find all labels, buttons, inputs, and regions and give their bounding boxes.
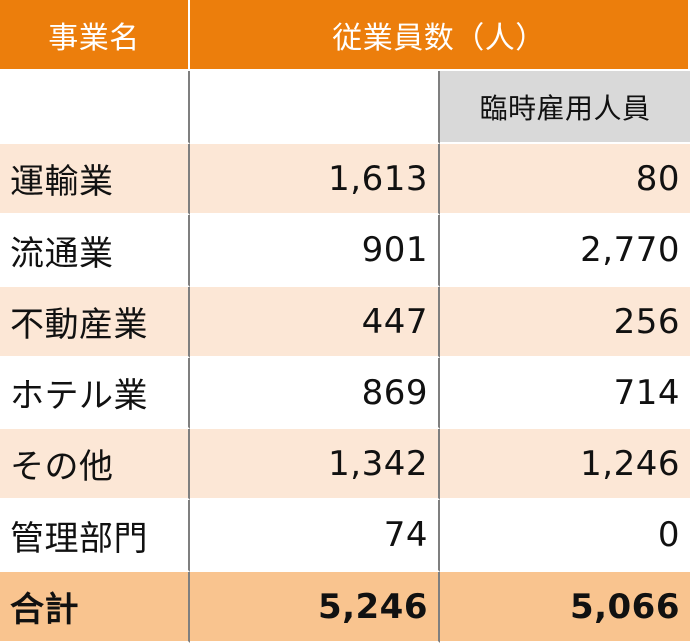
row-name: 管理部門 bbox=[0, 500, 190, 572]
total-employees: 5,246 bbox=[190, 572, 440, 643]
row-name: 流通業 bbox=[0, 215, 190, 287]
row-employees: 901 bbox=[190, 215, 440, 287]
row-employees: 74 bbox=[190, 500, 440, 572]
row-temp: 714 bbox=[440, 358, 690, 429]
row-employees: 1,342 bbox=[190, 429, 440, 500]
subheader-temp-staff: 臨時雇用人員 bbox=[440, 71, 690, 144]
row-name: ホテル業 bbox=[0, 358, 190, 429]
row-employees: 447 bbox=[190, 287, 440, 358]
row-temp: 2,770 bbox=[440, 215, 690, 287]
row-employees: 869 bbox=[190, 358, 440, 429]
subheader-blank-employees bbox=[190, 71, 440, 144]
row-employees: 1,613 bbox=[190, 144, 440, 215]
row-temp: 256 bbox=[440, 287, 690, 358]
total-label: 合計 bbox=[0, 572, 190, 643]
row-temp: 0 bbox=[440, 500, 690, 572]
total-temp: 5,066 bbox=[440, 572, 690, 643]
row-name: 運輸業 bbox=[0, 144, 190, 215]
subheader-blank-name bbox=[0, 71, 190, 144]
row-name: 不動産業 bbox=[0, 287, 190, 358]
row-temp: 1,246 bbox=[440, 429, 690, 500]
header-business-name: 事業名 bbox=[0, 0, 190, 71]
row-temp: 80 bbox=[440, 144, 690, 215]
row-name: その他 bbox=[0, 429, 190, 500]
header-employee-count: 従業員数（人） bbox=[190, 0, 690, 71]
